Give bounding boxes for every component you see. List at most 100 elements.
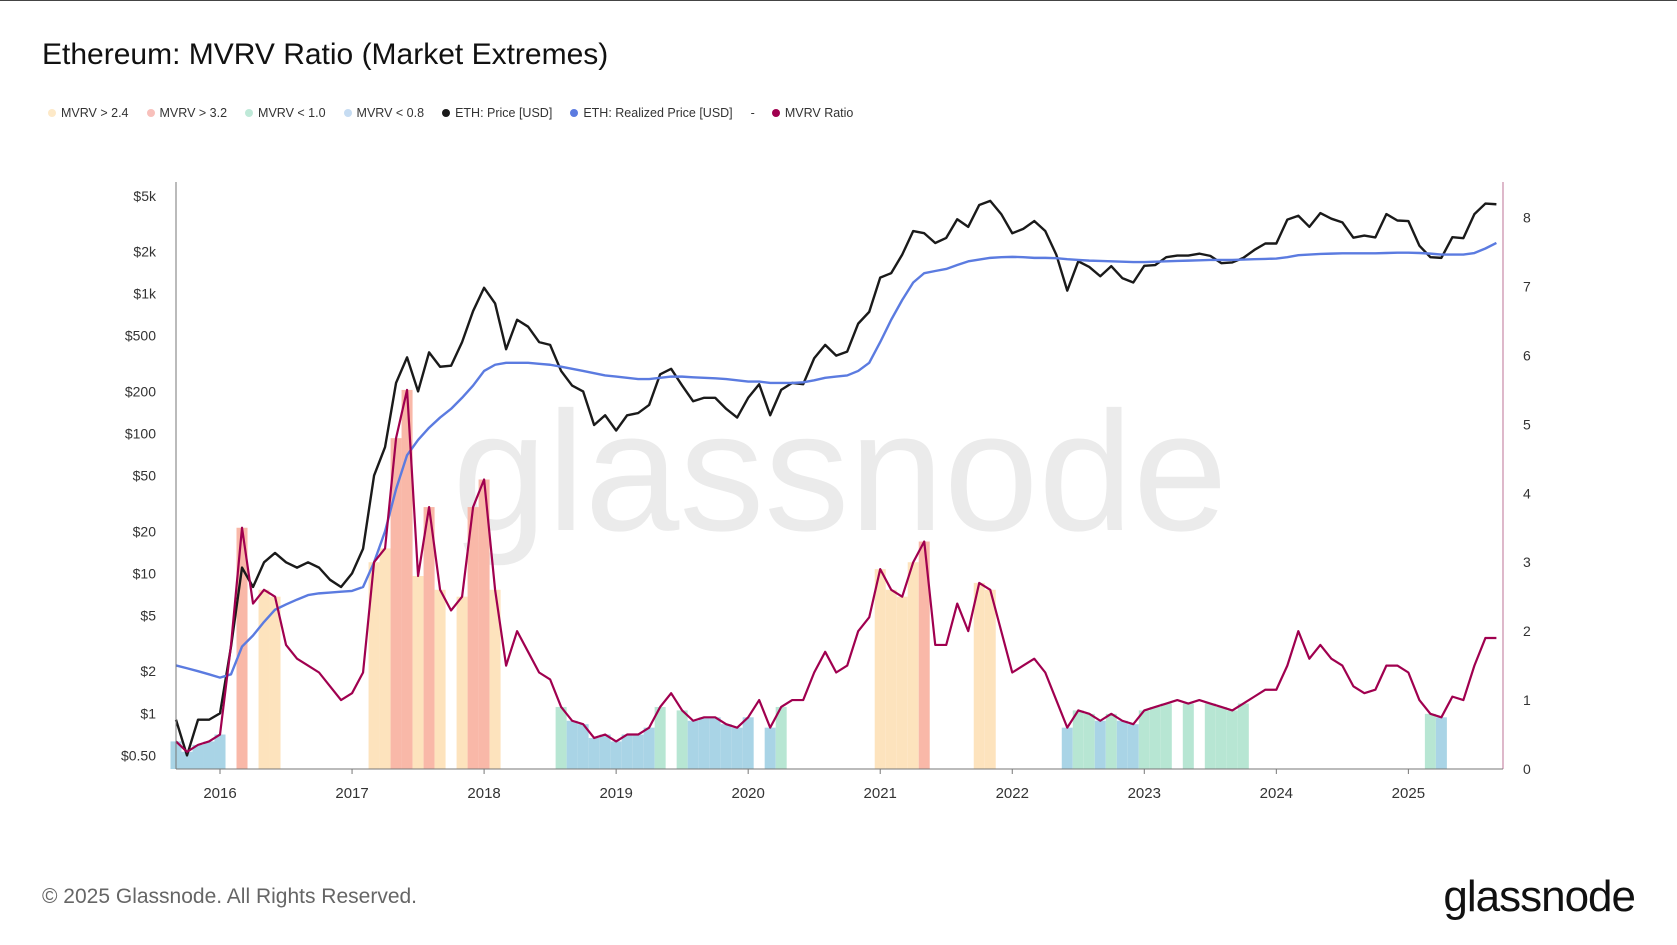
band-bar bbox=[192, 744, 204, 769]
x-tick-label: 2016 bbox=[203, 785, 236, 802]
chart-title: Ethereum: MVRV Ratio (Market Extremes) bbox=[42, 38, 609, 71]
y-left-tick-label: $200 bbox=[125, 383, 156, 399]
band-bar bbox=[918, 541, 930, 769]
band-layer bbox=[170, 389, 1447, 769]
band-bar bbox=[1116, 720, 1128, 769]
legend-label: MVRV > 2.4 bbox=[61, 106, 129, 120]
y-left-tick-label: $50 bbox=[133, 468, 157, 484]
legend-label: MVRV > 3.2 bbox=[159, 106, 228, 120]
legend-dot-icon bbox=[146, 109, 155, 117]
x-tick-label: 2025 bbox=[1392, 785, 1425, 802]
band-bar bbox=[434, 589, 446, 769]
x-tick-label: 2018 bbox=[467, 785, 500, 802]
band-bar bbox=[984, 589, 996, 769]
band-bar bbox=[1160, 703, 1172, 769]
band-bar bbox=[709, 717, 721, 769]
band-bar bbox=[1138, 710, 1150, 769]
band-bar bbox=[720, 724, 732, 769]
legend-dot-icon bbox=[245, 109, 254, 117]
y-right-tick-label: 1 bbox=[1523, 692, 1531, 708]
x-tick-label: 2024 bbox=[1260, 785, 1293, 802]
band-bar bbox=[621, 734, 633, 769]
x-tick-label: 2020 bbox=[731, 785, 764, 802]
legend-label: ETH: Realized Price [USD] bbox=[583, 106, 733, 120]
y-right-tick-label: 2 bbox=[1523, 623, 1531, 639]
band-bar bbox=[566, 720, 578, 769]
x-tick-label: 2021 bbox=[864, 785, 897, 802]
band-bar bbox=[874, 569, 886, 769]
band-bar bbox=[489, 589, 501, 769]
band-bar bbox=[1204, 703, 1216, 769]
band-bar bbox=[742, 717, 754, 769]
legend-item[interactable]: MVRV < 1.0 bbox=[245, 106, 326, 120]
legend-separator: - bbox=[750, 106, 755, 120]
x-tick-label: 2023 bbox=[1128, 785, 1161, 802]
y-right-tick-label: 5 bbox=[1523, 416, 1531, 432]
band-bar bbox=[885, 589, 897, 769]
band-bar bbox=[643, 727, 655, 769]
y-left-tick-label: $5 bbox=[140, 608, 156, 624]
band-bar bbox=[1105, 713, 1117, 769]
band-bar bbox=[1182, 703, 1194, 769]
series-line bbox=[174, 199, 1497, 757]
band-bar bbox=[258, 589, 270, 769]
band-bar bbox=[181, 751, 193, 769]
band-bar bbox=[401, 389, 413, 769]
band-bar bbox=[764, 727, 776, 769]
band-bar bbox=[610, 741, 622, 769]
band-bar bbox=[368, 562, 380, 769]
band-bar bbox=[1237, 703, 1249, 769]
band-bar bbox=[379, 548, 391, 769]
legend-label: ETH: Price [USD] bbox=[455, 106, 553, 120]
line-layer bbox=[174, 199, 1497, 757]
y-left-tick-label: $20 bbox=[133, 523, 157, 539]
band-bar bbox=[1435, 717, 1447, 769]
legend-item[interactable]: MVRV > 2.4 bbox=[48, 106, 129, 120]
legend-dot-icon bbox=[442, 109, 451, 117]
band-bar bbox=[1094, 720, 1106, 769]
legend-dot-icon bbox=[771, 109, 780, 117]
series-line bbox=[175, 388, 1497, 753]
copyright: © 2025 Glassnode. All Rights Reserved. bbox=[42, 885, 418, 908]
band-bar bbox=[731, 727, 743, 769]
band-bar bbox=[698, 717, 710, 769]
band-bar bbox=[478, 479, 490, 769]
band-bar bbox=[654, 706, 666, 769]
watermark: glassnode bbox=[452, 377, 1227, 567]
band-bar bbox=[1215, 706, 1227, 769]
legend-item[interactable]: ETH: Price [USD] bbox=[442, 106, 552, 120]
band-bar bbox=[1072, 710, 1084, 769]
legend-label: MVRV Ratio bbox=[784, 106, 854, 120]
legend: MVRV > 2.4 MVRV > 3.2 MVRV < 1.0 MVRV < 0.8… bbox=[48, 106, 853, 120]
legend-item[interactable]: ETH: Realized Price [USD] bbox=[570, 106, 733, 120]
legend-dot-icon bbox=[343, 109, 352, 117]
legend-item[interactable]: MVRV > 3.2 bbox=[146, 106, 228, 120]
band-bar bbox=[1149, 706, 1161, 769]
band-bar bbox=[687, 720, 699, 769]
band-bar bbox=[1424, 713, 1436, 769]
y-right-tick-label: 7 bbox=[1523, 279, 1531, 295]
legend-label: MVRV < 0.8 bbox=[356, 106, 425, 120]
band-bar bbox=[676, 710, 688, 769]
band-bar bbox=[214, 734, 226, 769]
band-bar bbox=[896, 596, 908, 769]
band-bar bbox=[577, 724, 589, 769]
x-tick-label: 2017 bbox=[335, 785, 368, 802]
y-right-tick-label: 0 bbox=[1523, 761, 1531, 777]
legend-item[interactable]: MVRV < 0.8 bbox=[343, 106, 425, 120]
y-right-tick-label: 8 bbox=[1523, 210, 1531, 226]
legend-label: MVRV < 1.0 bbox=[258, 106, 326, 120]
band-bar bbox=[599, 734, 611, 769]
y-right-tick-label: 3 bbox=[1523, 554, 1531, 570]
legend-dot-icon bbox=[570, 109, 579, 117]
band-bar bbox=[775, 706, 787, 769]
y-right-tick-label: 6 bbox=[1523, 347, 1531, 363]
glassnode-logo[interactable]: glassnode bbox=[1443, 872, 1636, 921]
y-left-tick-label: $100 bbox=[125, 425, 156, 441]
y-left-tick-label: $2 bbox=[140, 663, 156, 679]
top-border bbox=[0, 0, 1677, 1]
y-left-tick-label: $5k bbox=[133, 188, 157, 204]
y-left-tick-label: $500 bbox=[125, 328, 156, 344]
legend-item[interactable]: - MVRV Ratio bbox=[751, 106, 854, 120]
